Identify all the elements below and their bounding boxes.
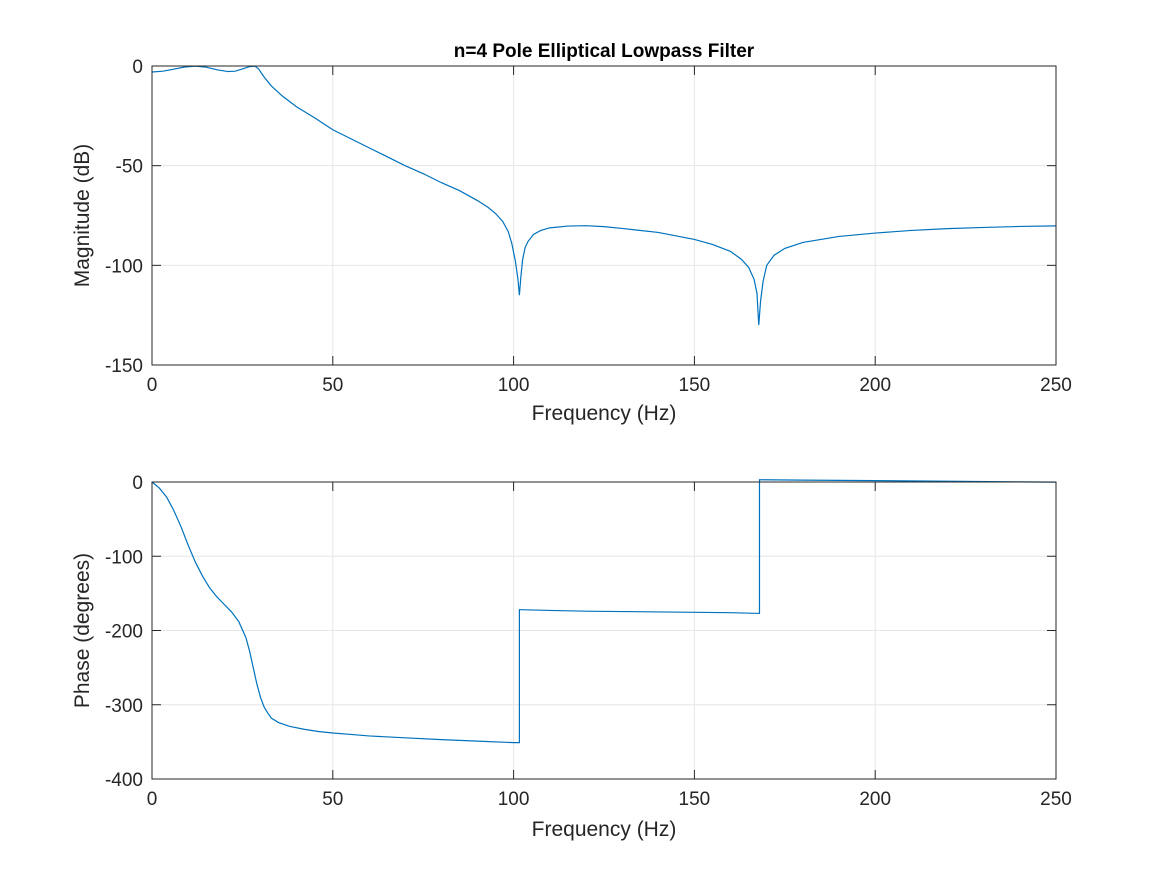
phase-tick-labels: 0 50 100 150 200 250 -400 -300 -200 -100 0 (105, 473, 1072, 810)
magnitude-axes-box (151, 65, 1057, 366)
magnitude-y-axis-label: Magnitude (dB) (71, 144, 94, 288)
phase-y-tick-label: -200 (105, 622, 143, 643)
phase-x-tick-label: 100 (498, 789, 530, 810)
magnitude-axes-background (152, 66, 1056, 365)
phase-y-axis-label: Phase (degrees) (71, 553, 94, 708)
magnitude-x-tick-label: 250 (1040, 375, 1072, 396)
magnitude-x-tick-label: 0 (147, 375, 158, 396)
phase-x-tick-label: 50 (322, 789, 343, 810)
phase-x-tick-label: 200 (859, 789, 891, 810)
magnitude-x-tick-label: 50 (322, 375, 343, 396)
phase-x-tick-label: 250 (1040, 789, 1072, 810)
magnitude-x-tick-label: 200 (859, 375, 891, 396)
phase-plot: 0 50 100 150 200 250 -400 -300 -200 -100 0 Frequen… (71, 473, 1072, 841)
phase-x-tick-label: 150 (679, 789, 711, 810)
magnitude-y-tick-label: 0 (132, 57, 143, 78)
magnitude-y-tick-label: -100 (105, 256, 143, 277)
chart-title: n=4 Pole Elliptical Lowpass Filter (454, 41, 755, 62)
phase-y-tick-label: -300 (105, 696, 143, 717)
magnitude-series-line (151, 65, 1057, 326)
phase-x-axis-label: Frequency (Hz) (532, 818, 677, 841)
phase-y-tick-label: -100 (105, 547, 143, 568)
magnitude-x-tick-label: 150 (679, 375, 711, 396)
magnitude-tick-labels: 0 50 100 150 200 250 -150 -100 -50 0 (105, 57, 1072, 396)
phase-series-line (151, 479, 1057, 744)
phase-y-tick-label: -400 (105, 770, 143, 791)
phase-gridlines (152, 482, 1056, 779)
phase-y-tick-label: 0 (132, 473, 143, 494)
magnitude-gridlines (152, 66, 1056, 365)
magnitude-x-tick-label: 100 (498, 375, 530, 396)
magnitude-y-tick-label: -150 (105, 356, 143, 377)
magnitude-x-axis-label: Frequency (Hz) (532, 402, 677, 425)
phase-axes-box (151, 481, 1057, 780)
magnitude-y-tick-label: -50 (116, 157, 143, 178)
magnitude-plot: 0 50 100 150 200 250 -150 -100 -50 0 n=4 Pole Ell… (71, 41, 1072, 425)
phase-x-tick-label: 0 (147, 789, 158, 810)
